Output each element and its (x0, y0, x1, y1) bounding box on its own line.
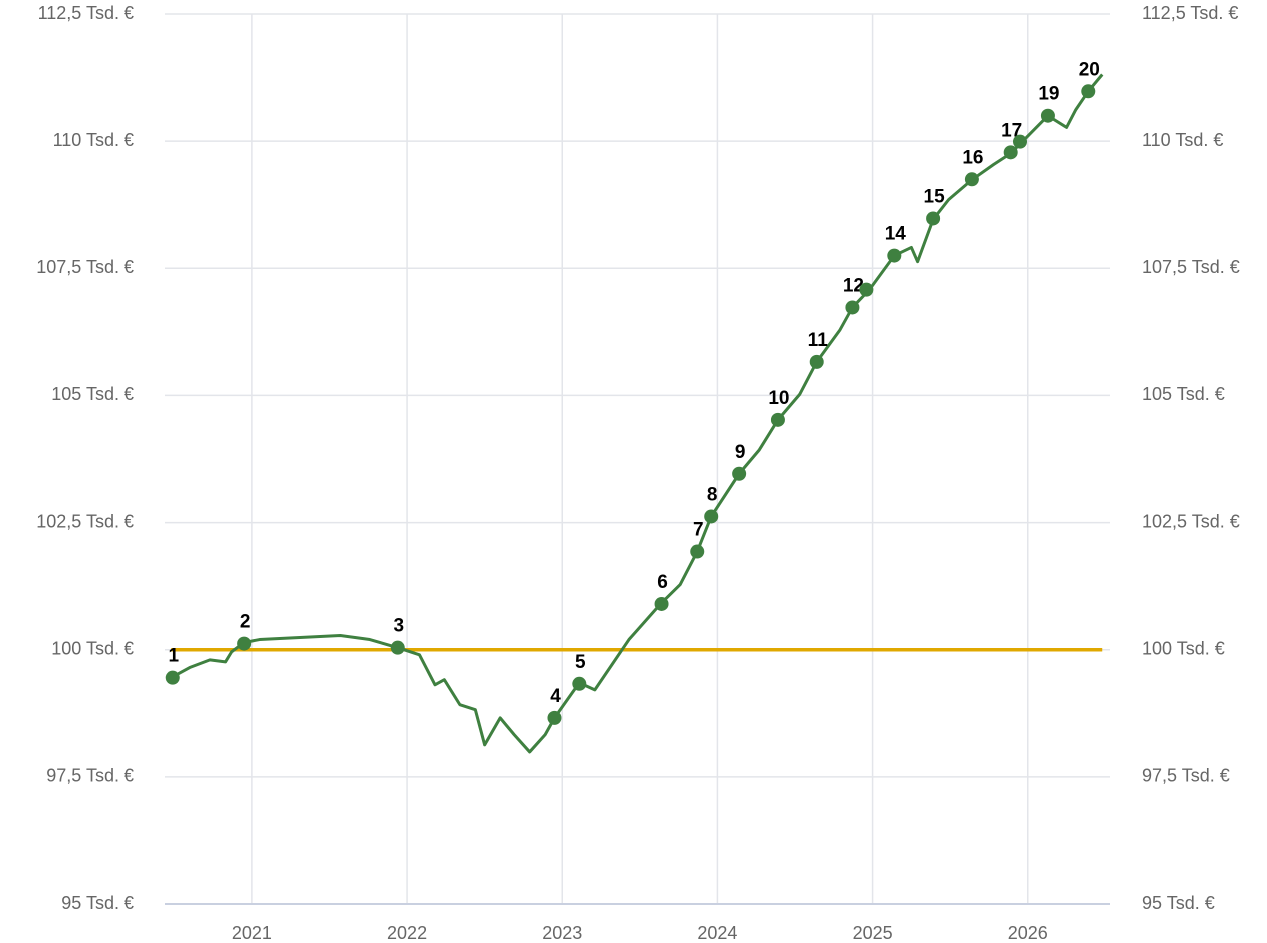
marker (1013, 134, 1027, 149)
y2-tick-label: 95 Tsd. € (1142, 893, 1215, 913)
marker (165, 670, 180, 685)
x-tick-label: 2024 (697, 923, 737, 943)
y2-tick-label: 102,5 Tsd. € (1142, 511, 1240, 531)
x-tick-label: 2026 (1008, 923, 1048, 943)
marker-label: 19 (1038, 84, 1059, 105)
y-tick-label: 95 Tsd. € (61, 893, 134, 913)
y-tick-label: 100 Tsd. € (51, 638, 134, 658)
y2-tick-label: 107,5 Tsd. € (1142, 257, 1240, 277)
marker (859, 282, 874, 297)
marker (926, 211, 941, 226)
y2-tick-label: 110 Tsd. € (1142, 130, 1223, 150)
marker-label: 3 (393, 616, 404, 637)
marker (654, 596, 669, 611)
marker (845, 300, 860, 315)
marker-label: 20 (1079, 59, 1100, 80)
marker-label: 14 (885, 224, 907, 245)
marker-label: 4 (550, 686, 561, 707)
marker-label: 6 (657, 572, 668, 593)
x-tick-label: 2021 (232, 923, 272, 943)
marker-label: 10 (768, 388, 789, 409)
marker-label: 16 (962, 147, 983, 168)
marker (964, 172, 979, 187)
marker (690, 544, 705, 559)
y-tick-label: 105 Tsd. € (51, 384, 134, 404)
marker-label: 11 (808, 330, 829, 351)
marker-label: 1 (168, 646, 179, 667)
y2-tick-label: 105 Tsd. € (1142, 384, 1225, 404)
marker (390, 640, 405, 655)
marker-label: 9 (735, 442, 746, 463)
marker-label: 12 (843, 275, 864, 296)
marker-label: 8 (707, 484, 718, 505)
y2-tick-label: 97,5 Tsd. € (1142, 766, 1230, 786)
marker (1003, 145, 1018, 160)
marker-label: 15 (924, 186, 946, 207)
marker (1081, 84, 1096, 99)
y2-tick-label: 112,5 Tsd. € (1142, 3, 1238, 23)
y-tick-label: 112,5 Tsd. € (38, 3, 134, 23)
y2-tick-label: 100 Tsd. € (1142, 638, 1225, 658)
marker (732, 466, 747, 481)
marker (887, 248, 902, 263)
marker (547, 710, 562, 725)
y-tick-label: 97,5 Tsd. € (46, 766, 134, 786)
marker (237, 636, 252, 651)
marker (770, 412, 785, 427)
marker-label: 7 (693, 520, 704, 541)
marker (1040, 108, 1055, 123)
marker (572, 676, 587, 691)
y-tick-label: 107,5 Tsd. € (36, 257, 134, 277)
marker (704, 509, 719, 524)
marker (809, 354, 824, 369)
x-tick-label: 2023 (542, 923, 582, 943)
x-tick-label: 2022 (387, 923, 427, 943)
marker-label: 2 (240, 612, 251, 633)
y-tick-label: 102,5 Tsd. € (36, 511, 134, 531)
x-tick-label: 2025 (853, 923, 893, 943)
marker-label: 5 (575, 652, 586, 673)
y-tick-label: 110 Tsd. € (53, 130, 134, 150)
